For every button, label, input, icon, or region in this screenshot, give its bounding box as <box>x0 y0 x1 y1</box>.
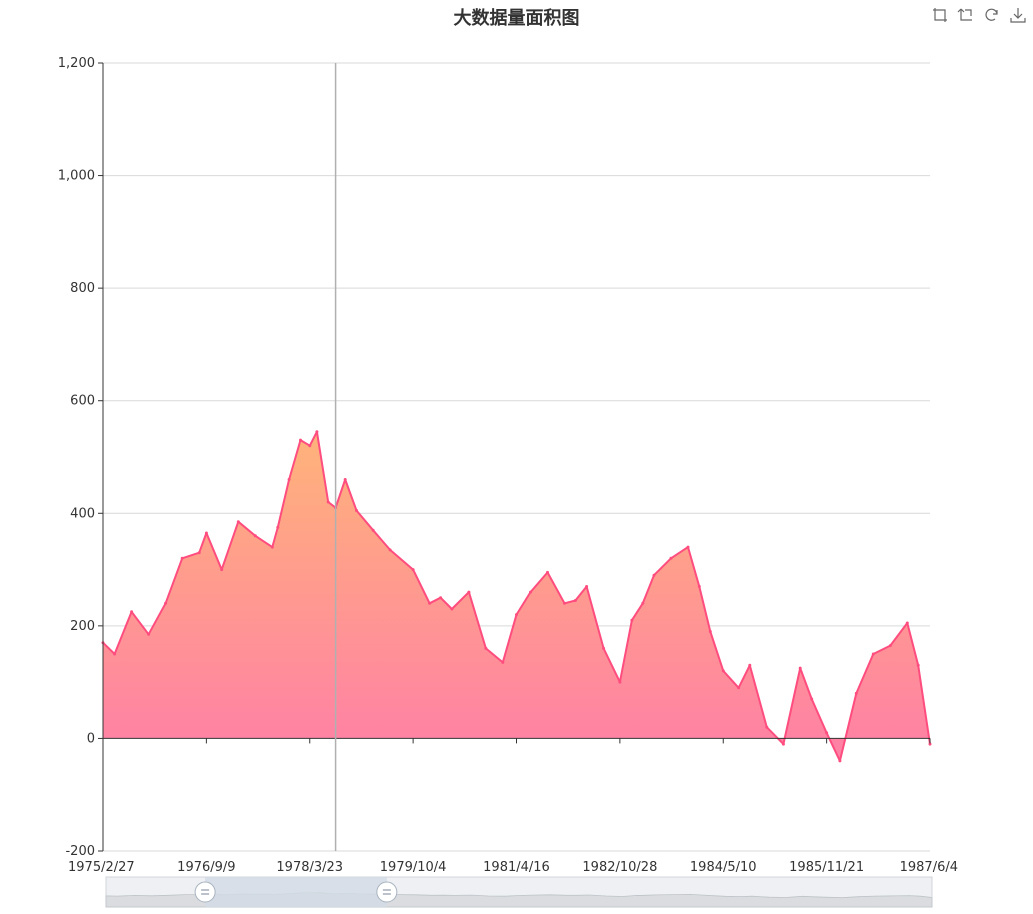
data-point <box>467 590 471 594</box>
data-point <box>781 742 785 746</box>
zoom-in-icon[interactable] <box>931 6 949 24</box>
data-point <box>147 632 151 636</box>
data-point <box>916 663 920 667</box>
chart-toolbox <box>931 6 1027 24</box>
data-point <box>563 601 566 605</box>
handle-knob <box>194 881 216 903</box>
data-point <box>854 691 858 695</box>
data-point <box>573 599 577 602</box>
data-point <box>798 666 802 670</box>
data-point <box>343 478 347 481</box>
data-point <box>871 652 875 656</box>
y-tick-label: 1,000 <box>58 169 95 184</box>
data-point <box>220 568 224 572</box>
x-tick-label: 1975/2/27 <box>68 860 135 875</box>
data-point <box>697 585 701 588</box>
data-point <box>253 534 257 538</box>
data-point <box>838 759 842 763</box>
data-point <box>355 509 358 512</box>
data-point <box>270 545 274 549</box>
data-point <box>748 663 752 667</box>
data-point <box>888 644 892 648</box>
y-tick-label: 400 <box>70 506 95 521</box>
data-point <box>299 438 302 442</box>
data-point <box>164 601 168 605</box>
x-tick-label: 1976/9/9 <box>177 860 235 875</box>
x-tick-label: 1987/6/4 <box>900 860 958 875</box>
datazoom-selection[interactable] <box>205 877 387 907</box>
data-point <box>928 742 932 746</box>
data-point <box>388 548 392 552</box>
data-point <box>450 607 454 611</box>
data-point <box>439 596 443 600</box>
series-line <box>102 430 931 762</box>
y-tick-label: 600 <box>70 394 95 409</box>
y-tick-label: -200 <box>65 844 95 859</box>
y-tick-label: 800 <box>70 281 95 296</box>
data-point <box>825 731 829 735</box>
restore-icon[interactable] <box>983 6 1001 24</box>
data-point <box>308 444 312 448</box>
data-point <box>484 646 488 650</box>
y-tick-label: 0 <box>87 731 95 746</box>
datazoom-handle-start[interactable] <box>194 881 216 903</box>
data-point <box>652 573 656 577</box>
data-point <box>180 556 184 560</box>
data-point <box>546 570 549 574</box>
data-point <box>810 697 814 701</box>
x-tick-label: 1978/3/23 <box>276 860 343 875</box>
data-point <box>197 551 201 555</box>
data-point <box>371 528 375 532</box>
y-tick-label: 1,200 <box>58 56 95 71</box>
data-point <box>737 686 741 690</box>
data-point <box>585 585 589 588</box>
data-point <box>276 525 280 529</box>
data-point <box>669 556 673 560</box>
data-point <box>602 646 606 650</box>
x-tick-label: 1982/10/28 <box>582 860 657 875</box>
data-point <box>641 601 645 605</box>
x-tick-label: 1981/4/16 <box>483 860 550 875</box>
data-point <box>411 568 415 572</box>
zoom-reset-icon[interactable] <box>957 6 975 24</box>
data-point <box>721 669 725 673</box>
chart-title: 大数据量面积图 <box>453 8 580 29</box>
data-point <box>708 630 712 633</box>
handle-knob <box>376 881 398 903</box>
data-point <box>236 520 240 524</box>
data-point <box>515 613 518 617</box>
datazoom-handle-end[interactable] <box>376 881 398 903</box>
data-point <box>529 590 532 594</box>
data-point <box>686 545 690 549</box>
y-tick-label: 200 <box>70 619 95 634</box>
save-image-icon[interactable] <box>1009 6 1027 24</box>
data-point <box>501 660 505 664</box>
data-point <box>130 610 134 614</box>
x-tick-label: 1979/10/4 <box>380 860 447 875</box>
series-area <box>103 431 930 761</box>
data-point <box>113 652 117 656</box>
data-point <box>630 618 634 622</box>
data-point <box>326 500 330 504</box>
data-point <box>618 680 622 684</box>
data-point <box>287 478 291 481</box>
data-point <box>315 430 319 434</box>
data-point <box>765 725 769 729</box>
data-point <box>204 531 208 535</box>
x-tick-label: 1984/5/10 <box>690 860 757 875</box>
data-point <box>428 601 432 605</box>
x-tick-label: 1985/11/21 <box>789 860 864 875</box>
data-point <box>905 621 909 625</box>
